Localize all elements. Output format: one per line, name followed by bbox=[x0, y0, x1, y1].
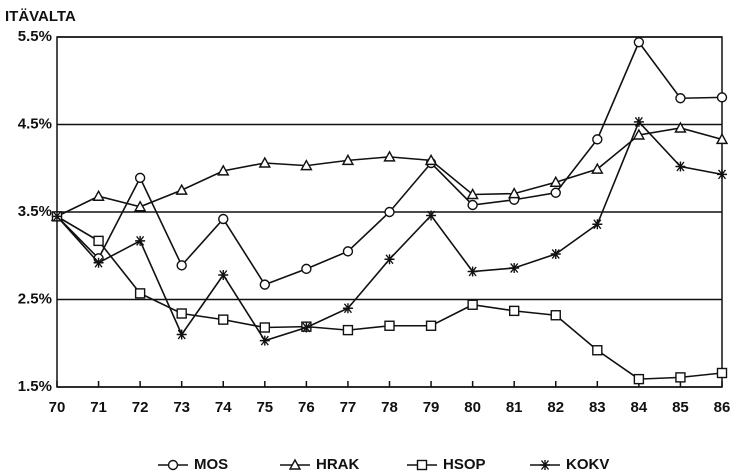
point-marker bbox=[424, 153, 438, 166]
x-tick-label: 70 bbox=[49, 399, 66, 416]
y-tick-label: 3.5% bbox=[18, 203, 52, 220]
point-marker bbox=[342, 246, 354, 257]
legend-label: MOS bbox=[194, 456, 228, 473]
point-marker bbox=[133, 200, 147, 212]
point-marker bbox=[301, 322, 312, 333]
point-marker bbox=[632, 128, 646, 140]
point-marker bbox=[715, 132, 729, 145]
point-marker bbox=[384, 320, 395, 331]
chart-title: ITÄVALTA bbox=[5, 8, 76, 25]
point-marker bbox=[592, 345, 603, 356]
point-marker bbox=[591, 162, 604, 174]
point-marker bbox=[384, 254, 395, 265]
point-marker bbox=[466, 188, 479, 200]
x-tick-label: 76 bbox=[298, 399, 315, 416]
point-marker bbox=[467, 266, 478, 277]
point-marker bbox=[176, 308, 187, 319]
point-marker bbox=[467, 199, 478, 211]
legend-marker bbox=[540, 460, 550, 470]
point-marker bbox=[342, 303, 353, 314]
x-tick-label: 82 bbox=[547, 399, 564, 416]
y-tick-label: 2.5% bbox=[18, 290, 52, 307]
point-marker bbox=[550, 310, 561, 321]
point-marker bbox=[259, 279, 271, 290]
point-marker bbox=[675, 93, 686, 104]
point-marker bbox=[550, 249, 561, 259]
y-tick-label: 1.5% bbox=[18, 378, 52, 395]
point-marker bbox=[300, 159, 313, 171]
point-marker bbox=[218, 213, 229, 225]
legend-marker bbox=[288, 458, 302, 470]
point-marker bbox=[176, 329, 187, 340]
point-marker bbox=[175, 183, 188, 195]
y-tick-label: 5.5% bbox=[18, 28, 52, 45]
x-tick-label: 74 bbox=[215, 399, 232, 416]
point-marker bbox=[93, 257, 104, 268]
point-marker bbox=[426, 210, 437, 221]
x-tick-label: 81 bbox=[506, 399, 523, 416]
legend-label: HRAK bbox=[316, 456, 359, 473]
legend-label: HSOP bbox=[443, 456, 486, 473]
point-marker bbox=[176, 260, 187, 271]
point-marker bbox=[135, 235, 146, 246]
point-marker bbox=[716, 367, 728, 379]
point-marker bbox=[592, 219, 603, 230]
series-line bbox=[56, 127, 723, 218]
point-marker bbox=[633, 373, 645, 385]
point-marker bbox=[383, 150, 396, 162]
point-marker bbox=[633, 116, 644, 127]
x-tick-label: 75 bbox=[256, 399, 273, 416]
x-tick-label: 85 bbox=[672, 399, 689, 416]
point-marker bbox=[384, 206, 395, 218]
point-marker bbox=[218, 270, 229, 280]
legend-marker bbox=[416, 459, 428, 471]
point-marker bbox=[258, 156, 272, 168]
point-marker bbox=[341, 153, 355, 166]
point-marker bbox=[217, 164, 230, 176]
x-tick-label: 71 bbox=[90, 399, 107, 416]
series-line bbox=[56, 215, 723, 380]
x-tick-label: 79 bbox=[423, 399, 440, 416]
point-marker bbox=[259, 335, 270, 346]
point-marker bbox=[509, 263, 520, 273]
point-marker bbox=[93, 235, 104, 247]
point-marker bbox=[675, 372, 686, 383]
x-tick-label: 73 bbox=[173, 399, 190, 416]
point-marker bbox=[717, 169, 727, 180]
point-marker bbox=[134, 288, 146, 299]
point-marker bbox=[550, 187, 561, 198]
point-marker bbox=[259, 322, 271, 333]
point-marker bbox=[675, 161, 686, 172]
point-marker bbox=[633, 37, 645, 48]
point-marker bbox=[301, 263, 312, 275]
point-marker bbox=[134, 172, 146, 184]
x-tick-label: 80 bbox=[464, 399, 481, 416]
point-marker bbox=[508, 305, 520, 317]
point-marker bbox=[507, 187, 521, 199]
x-tick-label: 72 bbox=[132, 399, 149, 416]
point-marker bbox=[549, 175, 562, 187]
point-marker bbox=[92, 189, 105, 201]
point-marker bbox=[425, 320, 437, 331]
x-tick-label: 77 bbox=[340, 399, 357, 416]
point-marker bbox=[467, 299, 478, 310]
x-tick-label: 83 bbox=[589, 399, 606, 416]
x-tick-label: 78 bbox=[381, 399, 398, 416]
y-tick-label: 4.5% bbox=[18, 115, 52, 132]
point-marker bbox=[716, 92, 728, 103]
point-marker bbox=[674, 121, 687, 133]
point-marker bbox=[592, 134, 603, 145]
x-tick-label: 84 bbox=[631, 399, 648, 416]
x-tick-label: 86 bbox=[714, 399, 731, 416]
legend-label: KOKV bbox=[566, 456, 609, 473]
point-marker bbox=[342, 324, 354, 336]
point-marker bbox=[52, 211, 62, 222]
legend-marker bbox=[167, 459, 179, 471]
point-marker bbox=[218, 314, 229, 325]
